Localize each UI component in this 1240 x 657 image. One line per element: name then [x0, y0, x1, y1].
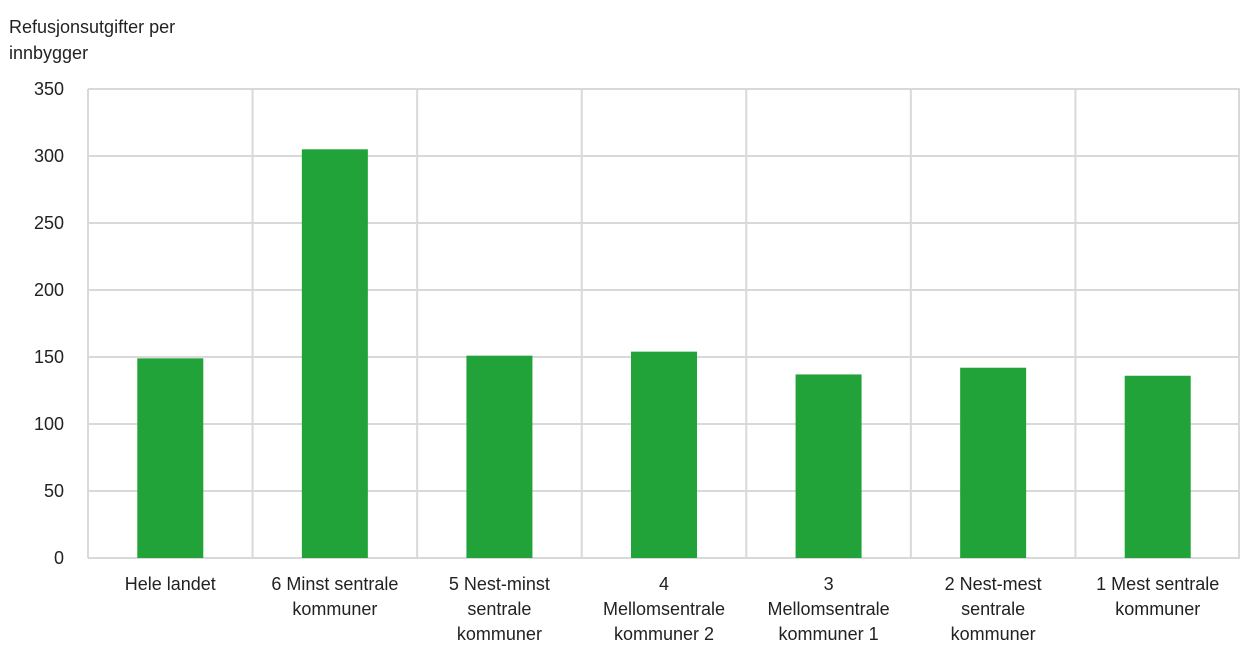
bar-4 [631, 351, 697, 558]
y-axis-title: Refusjonsutgifter per innbygger [9, 17, 176, 63]
y-tick-label: 350 [34, 79, 64, 99]
y-tick-label: 250 [34, 213, 64, 233]
y-axis-ticks: 0 50 100 150 200 250 300 350 [34, 79, 64, 568]
y-tick-label: 50 [44, 481, 64, 501]
x-tick-label: 5 Nest-minst sentrale kommuner [449, 574, 550, 644]
x-tick-label: 3 Mellomsentrale kommuner 1 [768, 574, 890, 644]
y-tick-label: 200 [34, 280, 64, 300]
chart-grid [87, 88, 1240, 559]
x-tick-label: 6 Minst sentrale kommuner [271, 574, 398, 619]
y-tick-label: 0 [54, 548, 64, 568]
bar-2 [301, 149, 368, 559]
bar-5 [795, 374, 862, 558]
x-tick-label: 4 Mellomsentrale kommuner 2 [603, 574, 725, 644]
y-tick-label: 150 [34, 347, 64, 367]
y-tick-label: 100 [34, 414, 64, 434]
bar-6 [960, 367, 1027, 558]
bar-3 [466, 355, 533, 558]
x-tick-label: 2 Nest-mest sentrale kommuner [945, 574, 1042, 644]
x-tick-label: Hele landet [125, 574, 216, 594]
bar-1 [137, 358, 204, 558]
chart-bars [137, 149, 1191, 559]
bar-7 [1124, 375, 1191, 558]
x-tick-label: 1 Mest sentrale kommuner [1096, 574, 1219, 619]
y-tick-label: 300 [34, 146, 64, 166]
x-axis-ticks: Hele landet 6 Minst sentrale kommuner 5 Nes… [125, 574, 1219, 644]
